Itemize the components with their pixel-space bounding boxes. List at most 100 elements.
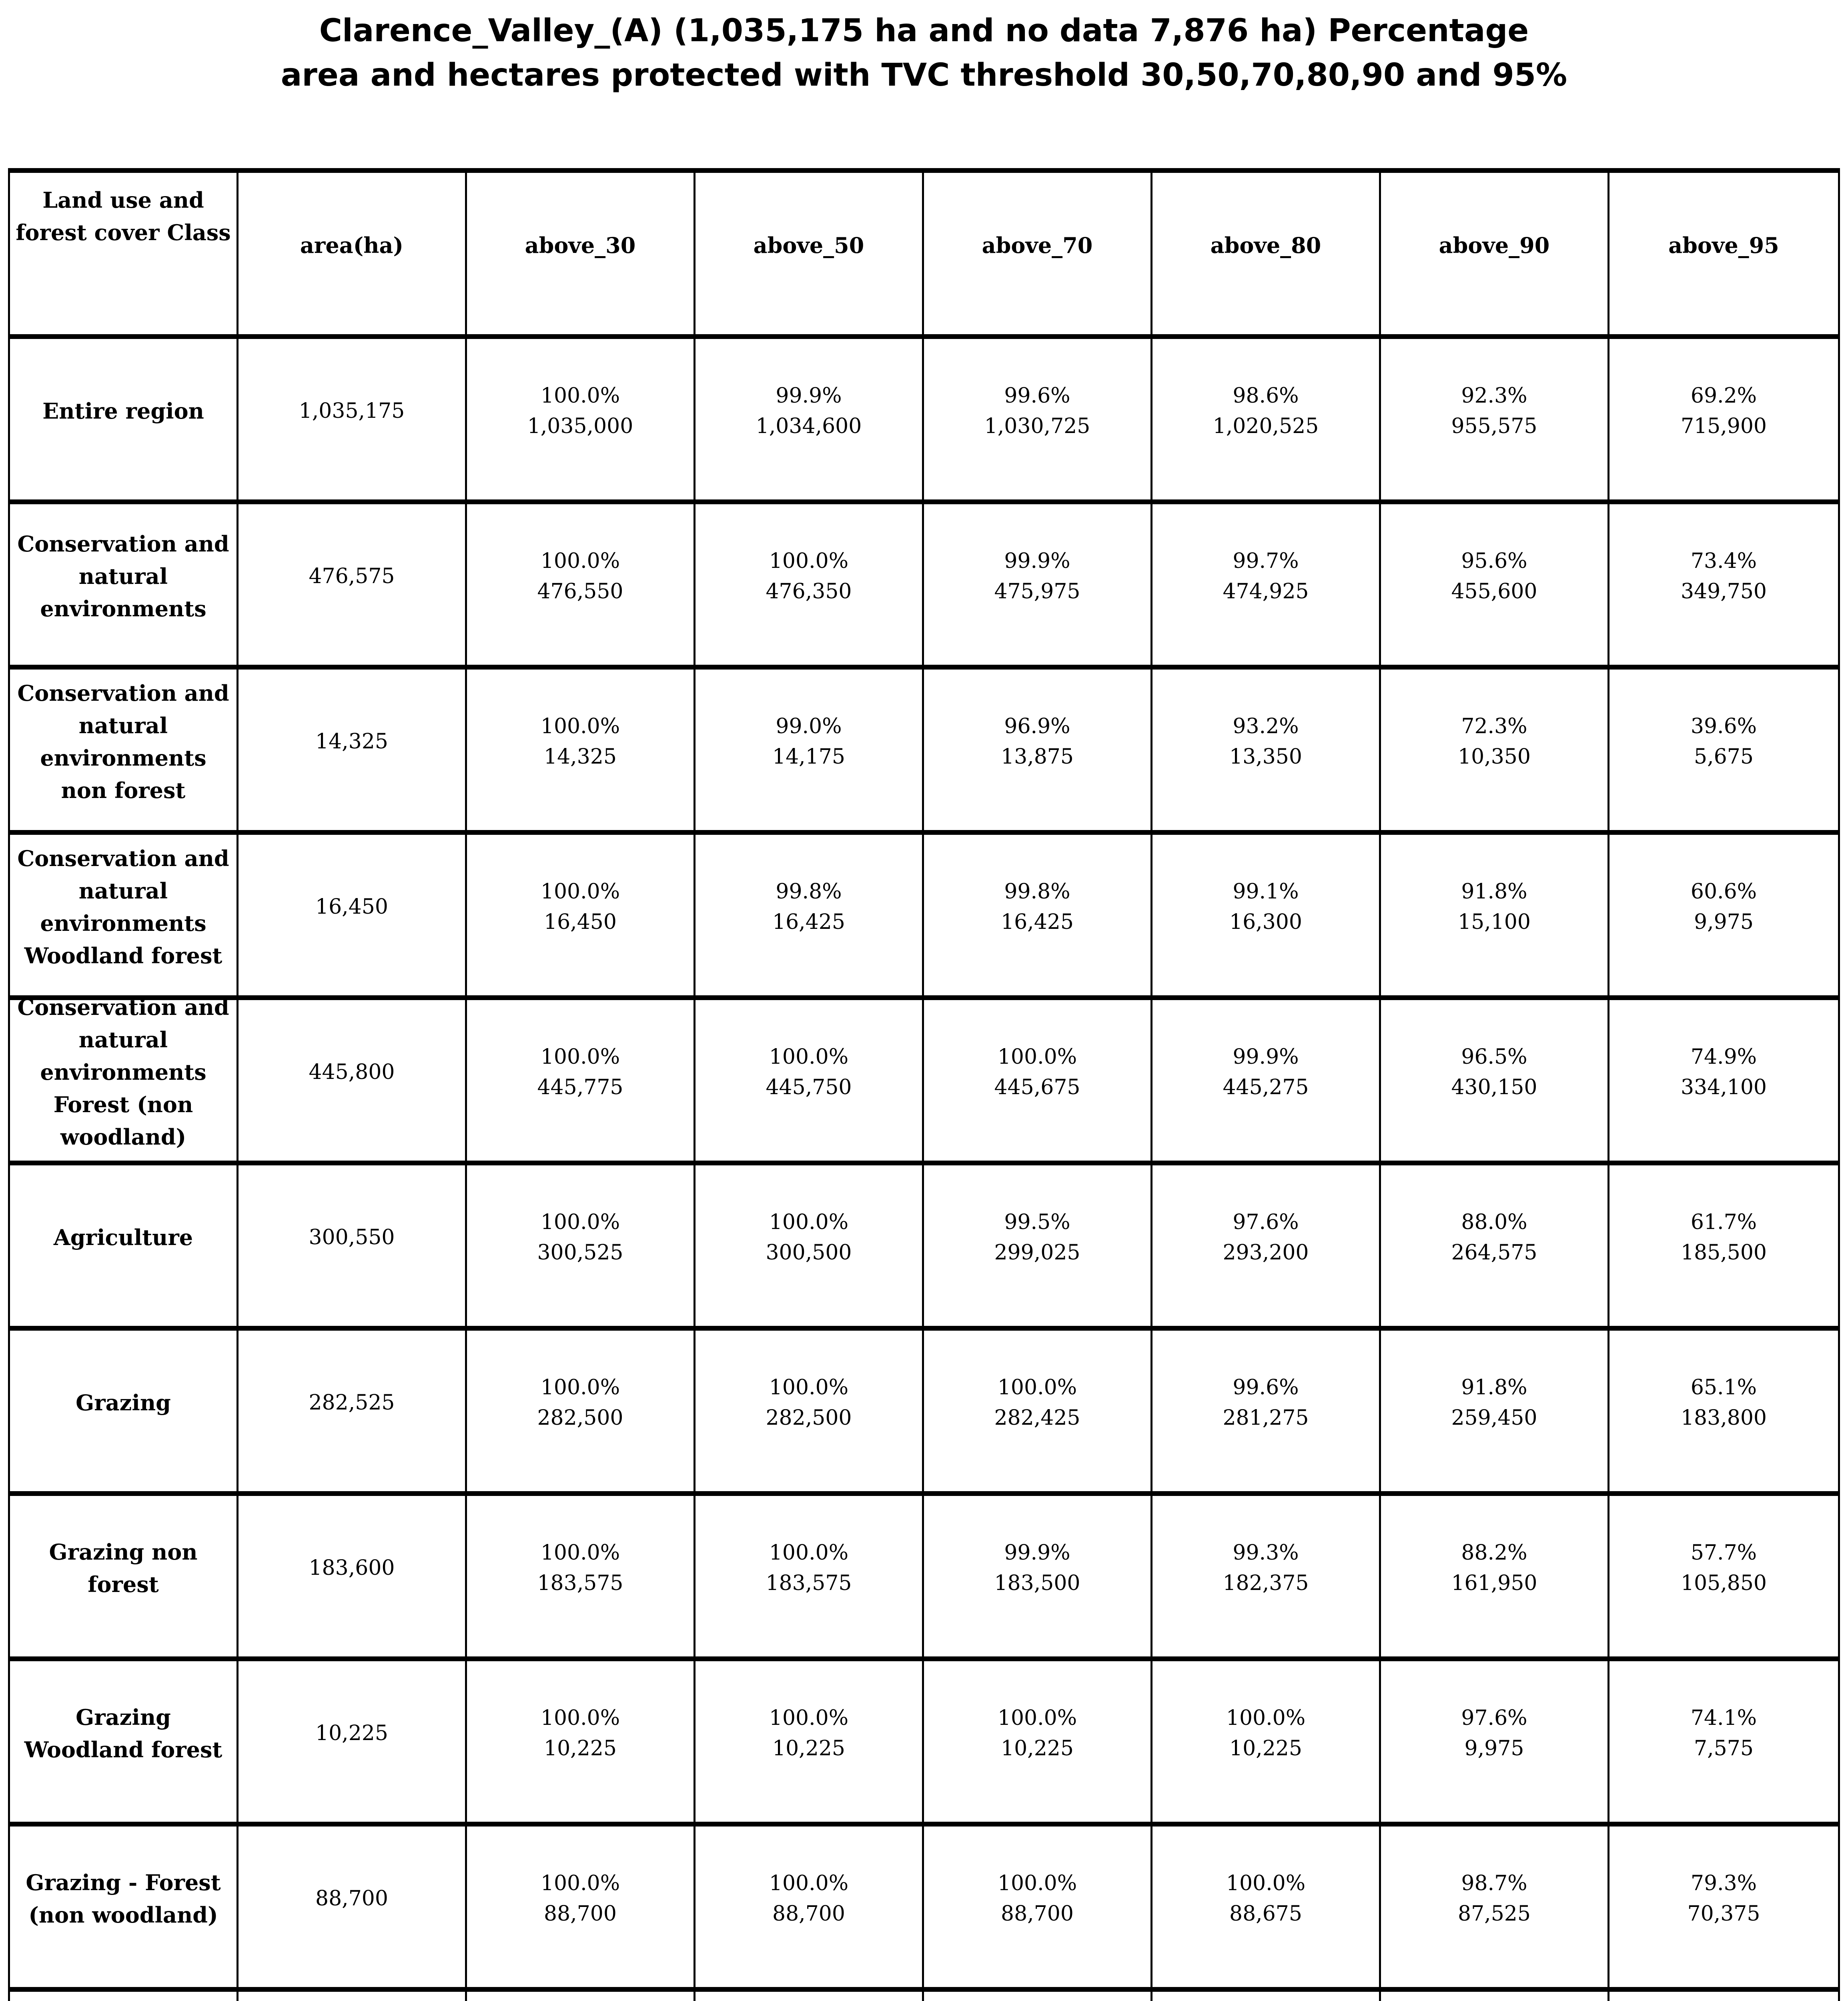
ha-value: 10,225 [1229, 1736, 1302, 1760]
ha-value: 88,700 [544, 1901, 617, 1926]
pct-value: 91.8% [1461, 880, 1527, 904]
cell-text: 14,325 [315, 729, 388, 754]
ha-value: 7,575 [1694, 1736, 1754, 1760]
ha-value: 264,575 [1451, 1240, 1537, 1265]
cell-text: 1,035,175 [299, 399, 405, 423]
pct-value: 99.8% [1004, 880, 1070, 904]
pct-ha-cell: 97.6% 9,975 [1381, 1661, 1609, 1827]
pct-ha-cell: 100.0% 282,500 [696, 1331, 924, 1496]
pct-ha-cell: 91.8% 15,100 [1381, 835, 1609, 1000]
area-cell: 16,875 [239, 1992, 467, 2001]
pct-ha-cell: 100.0%16,875 [467, 1992, 696, 2001]
pct-ha-cell: 99.8% 16,425 [696, 835, 924, 1000]
pct-ha-cell: 65.1% 183,800 [1609, 1331, 1838, 1496]
pct-value: 88.2% [1461, 1541, 1527, 1565]
pct-ha-cell: 99.9% 475,975 [924, 504, 1152, 670]
cell-text: 16,450 [315, 894, 388, 919]
ha-value: 715,900 [1680, 414, 1767, 438]
pct-value: 91.8% [1461, 1375, 1527, 1400]
pct-ha-cell: 100.0% 282,500 [467, 1331, 696, 1496]
ha-value: 10,225 [544, 1736, 617, 1760]
ha-value: 10,225 [1001, 1736, 1074, 1760]
pct-value: 99.6% [1004, 384, 1070, 408]
ha-value: 445,750 [766, 1075, 852, 1099]
pct-ha-cell: 100.0% 183,575 [696, 1496, 924, 1661]
row-label: Conservation and natural environments Fo… [10, 994, 239, 1165]
pct-ha-cell: 98.6% 1,020,525 [1152, 339, 1381, 504]
pct-ha-cell: 99.0% 14,175 [696, 670, 924, 835]
page-title-line1: Clarence_Valley_(A) (1,035,175 ha and no… [319, 13, 1529, 49]
ha-value: 105,850 [1680, 1571, 1767, 1595]
pct-ha-cell: 99.9% 1,034,600 [696, 339, 924, 504]
ha-value: 476,350 [766, 579, 852, 604]
row-label: Conservation and natural environments Wo… [10, 835, 239, 1000]
pct-value: 100.0% [769, 1375, 849, 1400]
pct-value: 99.6% [1233, 1375, 1299, 1400]
ha-value: 1,020,525 [1213, 414, 1319, 438]
pct-ha-cell: 25.2%4,250 [1381, 1992, 1609, 2001]
pct-value: 100.0% [540, 384, 620, 408]
cell-text: above_95 [1668, 233, 1779, 258]
ha-value: 476,550 [537, 579, 623, 604]
pct-ha-cell: 73.4% 349,750 [1609, 504, 1838, 670]
ha-value: 455,600 [1451, 579, 1537, 604]
cell-text: above_90 [1439, 233, 1550, 258]
ha-value: 183,500 [994, 1571, 1080, 1595]
pct-ha-cell: 100.0% 10,225 [924, 1661, 1152, 1827]
row-label: Cropping [10, 1992, 239, 2001]
pct-ha-cell: 100.0% 445,775 [467, 1000, 696, 1165]
ha-value: 13,350 [1229, 744, 1302, 769]
pct-value: 99.7% [1233, 549, 1299, 573]
ha-value: 70,375 [1687, 1901, 1760, 1926]
pct-ha-cell: 74.9% 334,100 [1609, 1000, 1838, 1165]
pct-ha-cell: 100.0% 10,225 [467, 1661, 696, 1827]
pct-ha-cell: 61.7% 185,500 [1609, 1165, 1838, 1331]
pct-ha-cell: 100.0% 14,325 [467, 670, 696, 835]
pct-ha-cell: 99.1% 16,300 [1152, 835, 1381, 1000]
pct-ha-cell: 88.2% 161,950 [1381, 1496, 1609, 1661]
cell-text: Conservation and natural environments no… [17, 680, 229, 803]
ha-value: 430,150 [1451, 1075, 1537, 1099]
area-cell: 16,450 [239, 835, 467, 1000]
pct-ha-cell: 97.6% 293,200 [1152, 1165, 1381, 1331]
pct-value: 100.0% [540, 1375, 620, 1400]
pct-ha-cell: 72.3% 10,350 [1381, 670, 1609, 835]
ha-value: 13,875 [1001, 744, 1074, 769]
cell-text: above_50 [753, 233, 864, 258]
header-cell-1: area(ha) [239, 173, 467, 339]
pct-ha-cell: 99.6% 1,030,725 [924, 339, 1152, 504]
data-table: Land use and forest cover Class area(ha) a… [8, 168, 1840, 2001]
pct-ha-cell: 95.6% 455,600 [1381, 504, 1609, 670]
ha-value: 14,325 [544, 744, 617, 769]
pct-value: 98.7% [1461, 1871, 1527, 1896]
pct-ha-cell: 98.7% 87,525 [1381, 1827, 1609, 1992]
header-cell-6: above_90 [1381, 173, 1609, 339]
cell-text: Conservation and natural environments Fo… [17, 994, 229, 1150]
header-cell-3: above_50 [696, 173, 924, 339]
page-title: Clarence_Valley_(A) (1,035,175 ha and no… [0, 9, 1848, 98]
row-label: Grazing - Forest (non woodland) [10, 1827, 239, 1992]
pct-value: 99.0% [776, 714, 842, 739]
pct-value: 60.6% [1690, 880, 1757, 904]
cell-text: above_70 [982, 233, 1093, 258]
ha-value: 300,525 [537, 1240, 623, 1265]
pct-value: 97.6% [1461, 1706, 1527, 1730]
ha-value: 88,700 [772, 1901, 845, 1926]
ha-value: 9,975 [1464, 1736, 1524, 1760]
pct-ha-cell: 99.6% 281,275 [1152, 1331, 1381, 1496]
cell-text: area(ha) [300, 233, 404, 258]
pct-ha-cell: 93.2% 13,350 [1152, 670, 1381, 835]
ha-value: 282,425 [994, 1406, 1080, 1430]
pct-value: 99.5% [1004, 1210, 1070, 1235]
ha-value: 183,800 [1680, 1406, 1767, 1430]
header-cell-7: above_95 [1609, 173, 1838, 339]
pct-value: 100.0% [540, 549, 620, 573]
ha-value: 281,275 [1223, 1406, 1309, 1430]
ha-value: 955,575 [1451, 414, 1537, 438]
pct-ha-cell: 99.9%16,850 [696, 1992, 924, 2001]
pct-value: 99.1% [1233, 880, 1299, 904]
pct-value: 100.0% [997, 1045, 1077, 1069]
ha-value: 1,035,000 [527, 414, 633, 438]
ha-value: 9,975 [1694, 910, 1754, 934]
pct-ha-cell: 8.3%1,400 [1609, 1992, 1838, 2001]
